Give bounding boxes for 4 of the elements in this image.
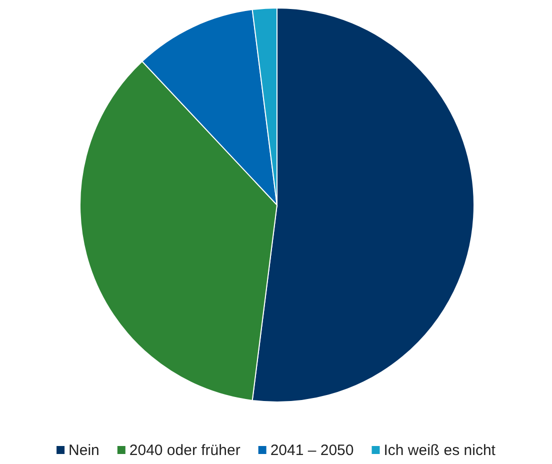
legend-label: Ich weiß es nicht: [384, 442, 496, 459]
legend-label: Nein: [68, 442, 100, 459]
legend-label: 2040 oder früher: [129, 442, 240, 459]
legend-label: 2041 – 2050: [270, 442, 354, 459]
